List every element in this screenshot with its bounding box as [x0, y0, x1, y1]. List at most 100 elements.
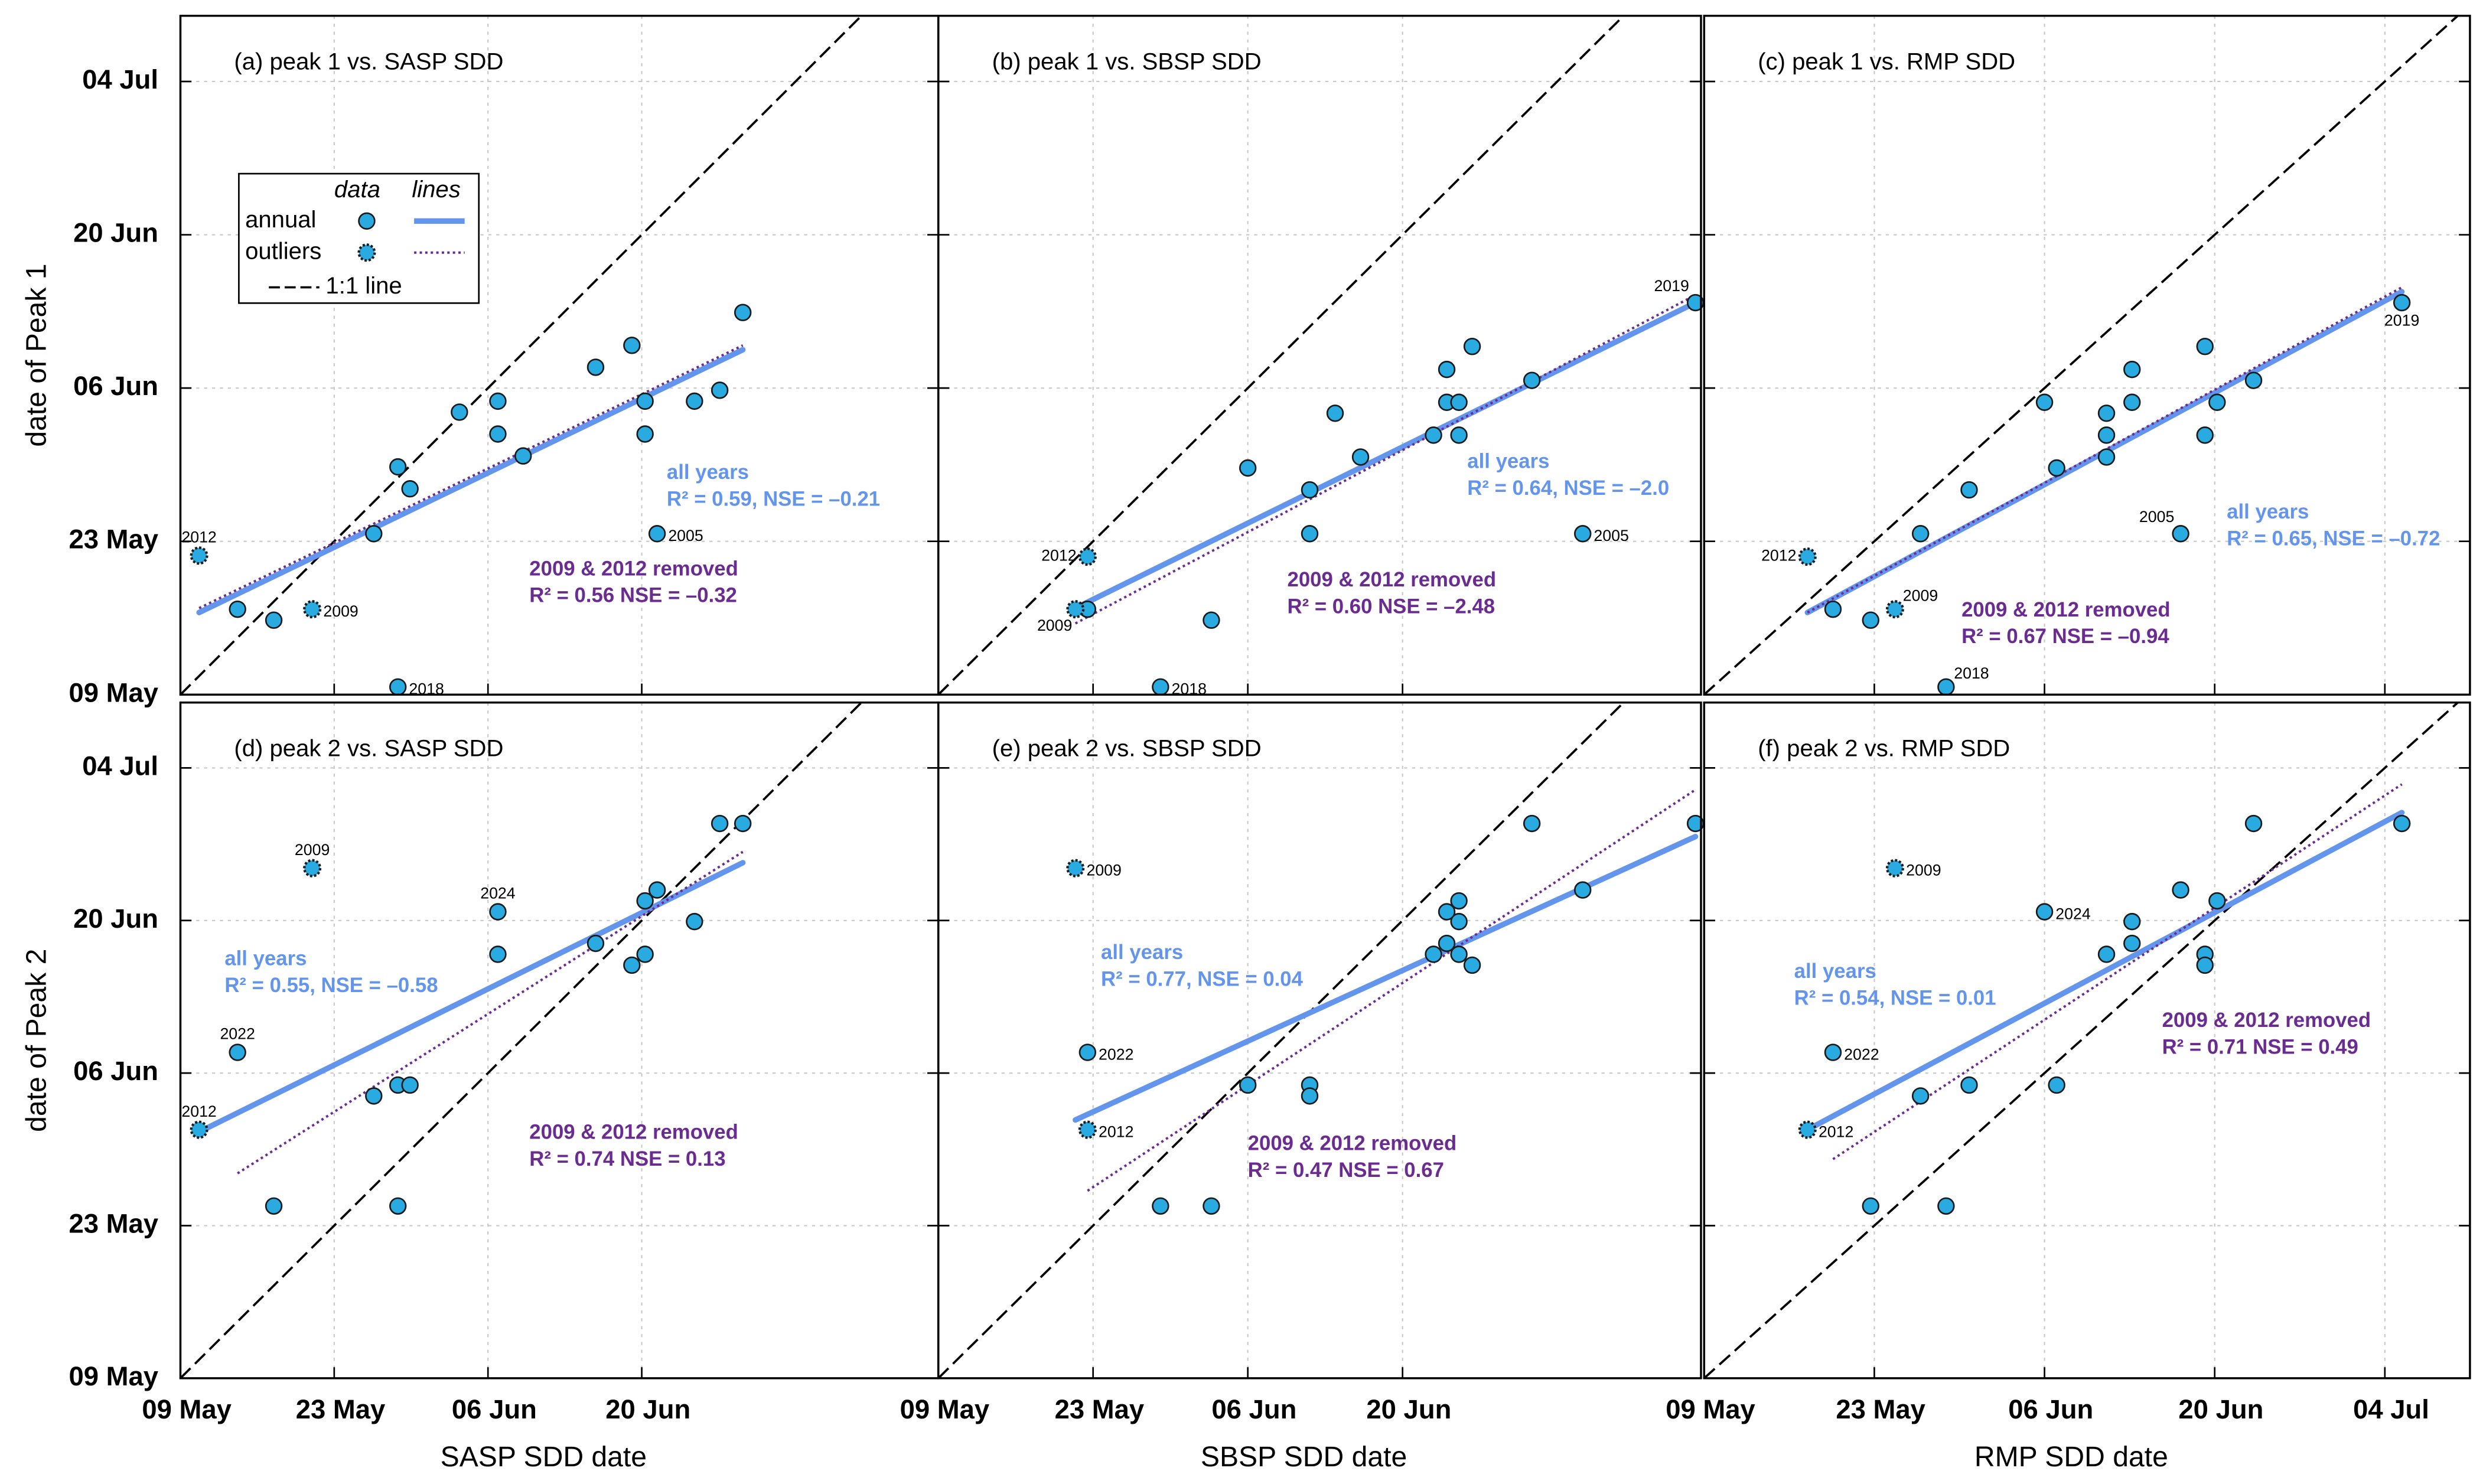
data-point: [489, 945, 507, 963]
data-point: [734, 814, 752, 833]
fit-line: [1073, 833, 1699, 1123]
data-point: [1326, 405, 1344, 422]
point-label: 2005: [1594, 527, 1628, 544]
data-point: [636, 892, 654, 910]
panel-title: (c) peak 1 vs. RMP SDD: [1758, 49, 2015, 75]
x-tick-label: 06 Jun: [1211, 1394, 1296, 1424]
panel-title: (e) peak 2 vs. SBSP SDD: [992, 735, 1262, 761]
data-point: [636, 425, 654, 443]
fit-line: [196, 347, 746, 615]
x-tick-label: 09 May: [900, 1394, 990, 1424]
data-point: [2123, 912, 2141, 931]
x-tick-label: 23 May: [1836, 1394, 1925, 1424]
fit-name: 2009 & 2012 removed: [2162, 1009, 2371, 1032]
fit-line: [1073, 299, 1699, 611]
data-point: [265, 611, 283, 629]
data-point: [2123, 360, 2141, 379]
data-point: [648, 525, 666, 543]
panel-frame: [1703, 14, 2471, 696]
fit-stats: R² = 0.74 NSE = 0.13: [529, 1148, 725, 1170]
data-point: [648, 881, 666, 899]
y-tick-label: 06 Jun: [73, 1056, 158, 1086]
data-point: [514, 447, 532, 465]
fit-name: all years: [224, 948, 307, 970]
data-point: [1351, 448, 1370, 466]
fit-stats: R² = 0.65, NSE = –0.72: [2227, 527, 2440, 550]
data-point: [1523, 371, 1541, 389]
data-point: [1824, 600, 1842, 618]
legend-header: lines: [412, 177, 460, 203]
point-label: 2012: [1041, 547, 1076, 565]
data-point: [489, 392, 507, 410]
y-tick-label: 23 May: [69, 1209, 158, 1239]
panel: [938, 702, 1701, 1378]
data-point: [2123, 934, 2141, 953]
x-tick-label: 04 Jul: [2353, 1394, 2429, 1424]
fit-stats: R² = 0.47 NSE = 0.67: [1248, 1159, 1444, 1182]
data-point: [229, 1043, 246, 1061]
data-point: [1078, 1043, 1097, 1061]
data-point: [1301, 481, 1319, 499]
data-point: [2196, 337, 2214, 355]
legend-header: data: [334, 177, 380, 203]
data-point: [586, 934, 605, 953]
panel-frame: [1703, 701, 2471, 1379]
point-label: 2005: [668, 527, 703, 544]
x-tick-label: 20 Jun: [2178, 1394, 2263, 1424]
fit-stats: R² = 0.56 NSE = –0.32: [529, 585, 737, 607]
y-tick-label: 23 May: [69, 524, 158, 555]
fit-line-dotted: [237, 850, 744, 1175]
point-label: 2009: [1903, 586, 1938, 604]
point-label: 2012: [1761, 547, 1796, 565]
legend-marker: [357, 243, 376, 262]
fit-name: all years: [1794, 960, 1876, 983]
data-point: [2244, 814, 2263, 833]
data-point: [636, 945, 654, 963]
data-point: [1425, 426, 1442, 444]
point-label: 2019: [2384, 312, 2419, 330]
data-point: [1425, 945, 1442, 963]
data-point: [1450, 892, 1468, 910]
data-point: [489, 903, 507, 921]
data-point: [636, 392, 654, 410]
data-point: [623, 337, 641, 354]
data-point: [1438, 903, 1456, 921]
fit-name: all years: [667, 461, 749, 484]
one-to-one-line: [938, 15, 1625, 695]
point-label: 2012: [1099, 1123, 1133, 1141]
data-point: [1450, 393, 1468, 411]
y-axis-label: date of Peak 1: [21, 263, 53, 446]
point-label: 2022: [220, 1025, 255, 1043]
data-point: [451, 403, 468, 421]
one-to-one-line: [180, 15, 863, 695]
data-point: [2097, 426, 2116, 444]
data-point: [1960, 481, 1978, 499]
data-point: [1203, 611, 1220, 629]
panel: [1704, 702, 2470, 1378]
fit-stats: R² = 0.60 NSE = –2.48: [1288, 595, 1495, 618]
data-point: [1937, 678, 1955, 696]
data-point: [623, 956, 641, 974]
data-point: [401, 480, 419, 498]
data-point: [1450, 945, 1468, 963]
legend-label: outliers: [245, 238, 321, 264]
panel-title: (d) peak 2 vs. SASP SDD: [234, 735, 503, 761]
data-point: [2244, 371, 2263, 389]
point-label: 2018: [1954, 664, 1989, 682]
point-label: 2012: [1819, 1123, 1853, 1141]
fit-name: all years: [1467, 450, 1549, 472]
data-point: [2196, 426, 2214, 444]
data-point: [1239, 459, 1257, 477]
one-to-one-line: [1704, 702, 2460, 1378]
legend-marker: [358, 212, 376, 230]
fit-name: all years: [2227, 501, 2309, 523]
data-point: [2097, 448, 2116, 466]
data-point: [1301, 1087, 1319, 1105]
x-tick-label: 06 Jun: [452, 1394, 537, 1424]
legend-label: 1:1 line: [325, 273, 402, 299]
data-point: [389, 458, 407, 476]
data-point: [1523, 814, 1541, 833]
data-point: [229, 600, 246, 618]
data-point: [1152, 678, 1169, 696]
